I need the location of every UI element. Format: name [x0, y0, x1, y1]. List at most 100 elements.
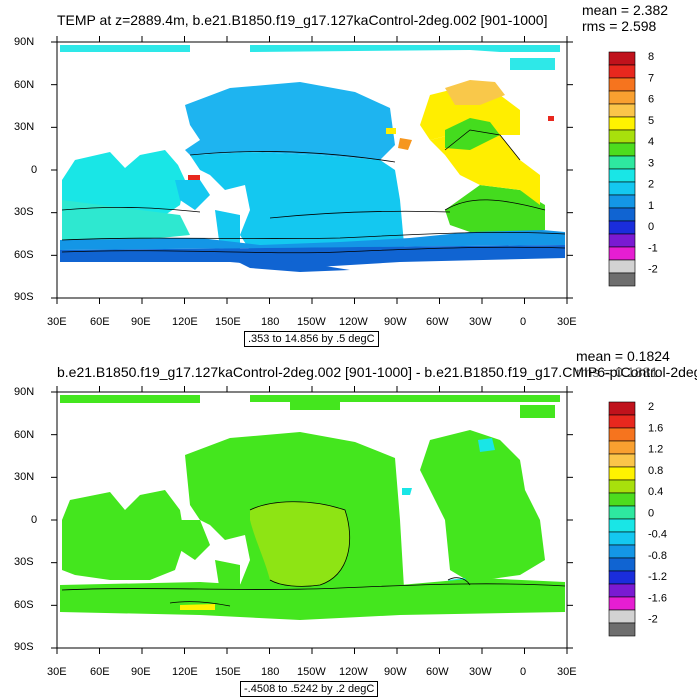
colorbar-label: 4	[648, 136, 654, 148]
lon-label: 30W	[469, 666, 492, 678]
ocean-north-atlantic	[445, 80, 505, 105]
lon-label: 30E	[47, 316, 67, 328]
lon-label: 30E	[557, 316, 577, 328]
colorbar-swatch	[608, 544, 636, 559]
lon-label: 150E	[215, 316, 241, 328]
ocean-arctic	[60, 45, 190, 52]
rms-value: rms = 2.598	[582, 18, 657, 34]
colorbar-label: 3	[648, 157, 654, 169]
lat-label: 30S	[14, 206, 34, 218]
lon-label: 150E	[215, 666, 241, 678]
ocean-southern	[60, 228, 565, 250]
ocean-central-pacific	[250, 501, 350, 587]
colorbar-label: 2	[648, 401, 654, 413]
lat-label: 0	[31, 164, 38, 176]
colorbar-swatch	[608, 427, 636, 442]
colorbar-swatch	[608, 609, 636, 624]
lon-label: 120E	[172, 316, 198, 328]
lon-label: 120W	[339, 666, 368, 678]
colorbar-label: -1.2	[648, 571, 667, 583]
ocean-south-atlantic	[445, 185, 545, 232]
lon-label: 150W	[297, 316, 326, 328]
colorbar-label: 1.6	[648, 422, 663, 434]
colorbar-swatch	[608, 531, 636, 546]
ocean-southern	[230, 258, 350, 272]
lat-label: 90N	[14, 386, 35, 398]
colorbar-label: 0.4	[648, 486, 663, 498]
lon-label: 90W	[384, 316, 407, 328]
contour-info: .353 to 14.856 by .5 degC	[244, 331, 379, 347]
rms-value: rms = 0.1881	[576, 364, 659, 380]
lon-label: 90E	[131, 666, 151, 678]
lon-label: 180	[261, 316, 280, 328]
colorbar-label: -0.4	[648, 529, 667, 541]
ocean-southern	[60, 245, 565, 268]
lat-label: 30N	[14, 471, 35, 483]
lon-label: 30E	[557, 666, 577, 678]
lon-label: 90W	[384, 666, 407, 678]
colorbar-swatch	[608, 453, 636, 468]
mean-value: mean = 2.382	[582, 2, 669, 18]
mean-value: mean = 0.1824	[576, 348, 670, 364]
colorbar-swatch	[608, 479, 636, 494]
colorbar-swatch	[608, 622, 636, 637]
lon-label: 0	[520, 316, 527, 328]
lat-label: 90S	[14, 641, 34, 653]
colorbar-label: 0	[648, 221, 654, 233]
colorbar-swatch	[608, 440, 636, 455]
ocean-north-atlantic	[445, 118, 500, 150]
colorbar-label: -2	[648, 614, 658, 626]
panel-title: b.e21.B1850.f19_g17.127kaControl-2deg.00…	[57, 364, 697, 380]
colorbar-swatch	[608, 401, 636, 416]
colorbar-swatch	[608, 466, 636, 481]
lat-label: 30N	[14, 121, 35, 133]
colorbar-swatch	[608, 518, 636, 533]
colorbar-label: 1.2	[648, 444, 663, 456]
colorbar-label: -0.8	[648, 550, 667, 562]
lat-label: 0	[31, 514, 38, 526]
contour-info: -.4508 to .5242 by .2 degC	[240, 681, 379, 697]
colorbar-label: 7	[648, 72, 654, 84]
colorbar-swatch	[608, 570, 636, 585]
lon-label: 120E	[172, 666, 198, 678]
lon-label: 60E	[90, 666, 110, 678]
colorbar-label: 1	[648, 200, 654, 212]
colorbar-label: 8	[648, 51, 654, 63]
ocean-indian	[62, 200, 190, 245]
colorbar-swatch	[608, 492, 636, 507]
lon-label: 60W	[426, 666, 449, 678]
colorbar-swatch	[608, 596, 636, 611]
colorbar-swatch	[608, 583, 636, 598]
colorbar-label: -2	[648, 264, 658, 276]
colorbar-label: 6	[648, 94, 654, 106]
ocean-south-pacific	[190, 152, 405, 262]
colorbar-swatch	[608, 414, 636, 429]
lon-label: 60E	[90, 316, 110, 328]
lat-label: 90S	[14, 291, 34, 303]
lat-label: 60S	[14, 249, 34, 261]
lon-label: 30W	[469, 316, 492, 328]
colorbar-label: -1.6	[648, 592, 667, 604]
ocean-arctic	[250, 45, 560, 52]
lat-label: 60S	[14, 599, 34, 611]
ocean-atlantic	[420, 430, 545, 582]
colorbar-label: 0	[648, 507, 654, 519]
colorbar-swatch	[608, 557, 636, 572]
lon-label: 0	[520, 666, 527, 678]
colorbar-label: 2	[648, 179, 654, 191]
lat-label: 90N	[14, 36, 35, 48]
lat-label: 60N	[14, 429, 35, 441]
colorbar-swatch	[608, 272, 636, 287]
ocean-north-pacific	[185, 82, 395, 160]
lon-label: 90E	[131, 316, 151, 328]
lat-label: 30S	[14, 556, 34, 568]
lon-label: 30E	[47, 666, 67, 678]
colorbar-swatch	[608, 505, 636, 520]
ocean-arctic	[510, 58, 555, 70]
colorbar-label: 5	[648, 115, 654, 127]
lon-label: 120W	[339, 316, 368, 328]
